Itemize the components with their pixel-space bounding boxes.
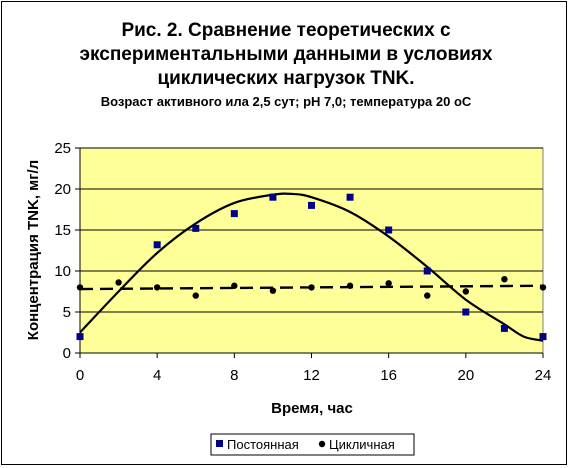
point-postoyannaya-2	[192, 224, 200, 232]
point-postoyannaya-4	[269, 193, 277, 201]
point-tsiklichnaya-2	[153, 284, 161, 291]
legend-label-postoyannaya: Постоянная	[227, 437, 299, 452]
point-tsiklichnaya-9	[424, 292, 431, 299]
point-tsiklichnaya-1	[115, 279, 122, 286]
point-tsiklichnaya-6	[308, 284, 315, 291]
y-tick-label-5: 25	[54, 140, 71, 157]
point-tsiklichnaya-8	[385, 280, 392, 287]
point-postoyannaya-3	[230, 210, 238, 218]
point-postoyannaya-0	[76, 333, 84, 341]
x-axis-label: Время, час	[271, 400, 353, 417]
legend-marker-postoyannaya	[216, 440, 223, 447]
point-postoyannaya-6	[346, 193, 354, 201]
chart-titles: Рис. 2. Сравнение теоретических с экспер…	[80, 20, 493, 109]
y-tick-label-0: 0	[63, 345, 71, 362]
point-tsiklichnaya-11	[501, 276, 508, 283]
chart-title-line-3: циклических нагрузок TNK.	[157, 68, 414, 89]
point-postoyannaya-1	[153, 241, 161, 249]
y-tick-label-3: 15	[54, 222, 71, 239]
model-curve-solid	[79, 192, 544, 342]
point-tsiklichnaya-10	[462, 288, 470, 295]
axes: 0 5 10 15 20 25 0 4 8 12 16 20 24	[54, 140, 551, 384]
point-tsiklichnaya-0	[76, 284, 84, 291]
point-postoyannaya-11	[539, 333, 547, 341]
point-postoyannaya-10	[500, 324, 508, 332]
x-tick-label-1: 4	[153, 367, 161, 384]
y-axis-label: Концентрация TNK, мг/л	[25, 160, 42, 340]
y-tick-label-1: 5	[63, 304, 71, 321]
x-tick-label-5: 20	[457, 367, 474, 384]
y-tick-label-2: 10	[54, 263, 71, 280]
point-tsiklichnaya-3	[192, 292, 199, 299]
point-tsiklichnaya-12	[539, 284, 547, 291]
legend: Постоянная Цикличная	[210, 433, 415, 456]
point-tsiklichnaya-4	[231, 282, 238, 289]
point-postoyannaya-9	[462, 308, 470, 316]
point-tsiklichnaya-5	[269, 287, 277, 294]
point-postoyannaya-7	[385, 226, 393, 234]
x-tick-label-4: 16	[380, 367, 397, 384]
chart-subtitle: Возраст активного ила 2,5 сут; pH 7,0; т…	[101, 94, 472, 109]
x-tick-label-6: 24	[535, 367, 552, 384]
chart-title-line-2: экспериментальными данными в условиях	[80, 44, 493, 65]
chart-title-line-1: Рис. 2. Сравнение теоретических с	[121, 20, 451, 41]
y-tick-label-4: 20	[54, 181, 71, 198]
point-tsiklichnaya-7	[346, 282, 354, 289]
legend-label-tsiklichnaya: Цикличная	[329, 437, 395, 452]
legend-marker-tsiklichnaya	[318, 440, 326, 448]
legend-box	[210, 433, 415, 456]
point-postoyannaya-8	[423, 267, 431, 275]
x-tick-label-2: 8	[230, 367, 238, 384]
x-tick-label-0: 0	[76, 367, 84, 384]
data-points	[76, 193, 547, 341]
x-tick-label-3: 12	[303, 367, 320, 384]
point-postoyannaya-5	[308, 201, 315, 209]
plot-area	[79, 147, 544, 354]
